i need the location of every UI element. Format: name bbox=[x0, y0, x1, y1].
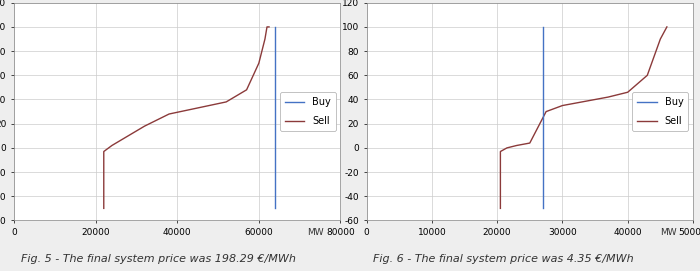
Text: MW: MW bbox=[307, 228, 324, 237]
Text: Fig. 5 - The final system price was 198.29 €/MWh: Fig. 5 - The final system price was 198.… bbox=[20, 253, 295, 263]
Legend: Buy, Sell: Buy, Sell bbox=[632, 92, 688, 131]
Text: MW: MW bbox=[660, 228, 677, 237]
Title: NP Bid Curves - 01.03.2018 hour 08: NP Bid Curves - 01.03.2018 hour 08 bbox=[77, 0, 277, 2]
Text: Fig. 6 - The final system price was 4.35 €/MWh: Fig. 6 - The final system price was 4.35… bbox=[373, 253, 634, 263]
Legend: Buy, Sell: Buy, Sell bbox=[280, 92, 335, 131]
Title: NP Bid Curves - 21.05.2018 hour 03: NP Bid Curves - 21.05.2018 hour 03 bbox=[430, 0, 630, 2]
